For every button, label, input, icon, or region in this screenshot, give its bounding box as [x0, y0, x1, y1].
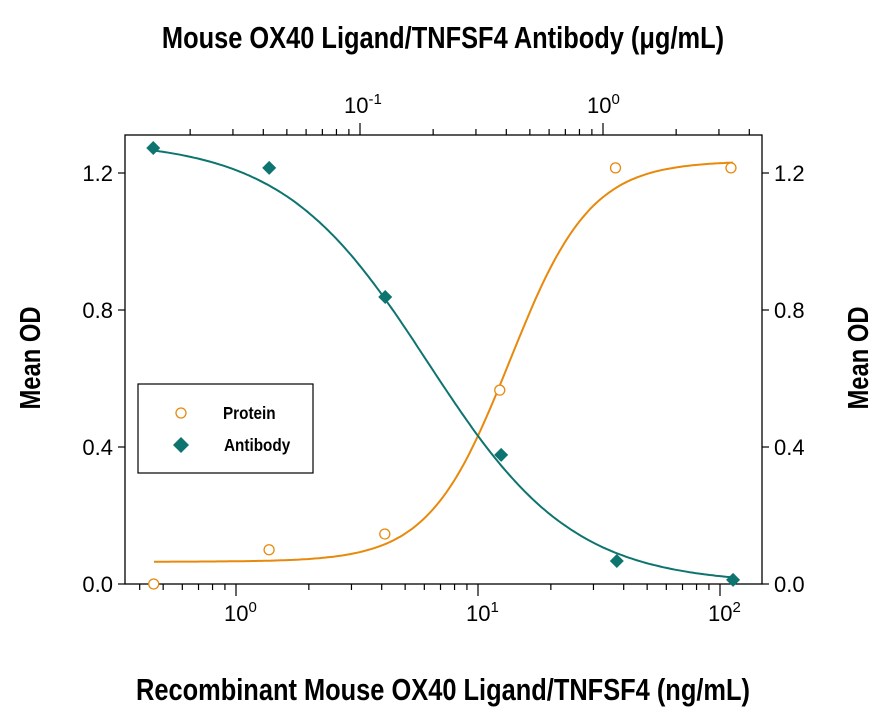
legend: Protein Antibody [137, 383, 314, 474]
protein-fit-curve [154, 161, 734, 563]
legend-marker-protein [175, 407, 187, 419]
antibody-point [146, 140, 161, 155]
x-axis-title: Recombinant Mouse OX40 Ligand/TNFSF4 (ng… [136, 673, 750, 708]
fit-curves [153, 149, 734, 579]
legend-marker-antibody [173, 437, 189, 453]
protein-point [494, 384, 506, 396]
x-tick-label: 102 [708, 599, 741, 626]
x-tick-label: 101 [466, 599, 499, 626]
protein-point [725, 162, 737, 174]
y-axis-title-right: Mean OD [842, 307, 875, 410]
protein-point [379, 528, 391, 540]
plot-frame [124, 134, 763, 585]
x-top-tick-label: 10-1 [344, 91, 382, 118]
x-tick-label: 100 [224, 599, 257, 626]
legend-label-antibody: Antibody [224, 435, 291, 455]
x-top-tick-label: 100 [587, 91, 620, 118]
y-tick-label-right: 0.8 [774, 298, 805, 323]
antibody-point [262, 160, 277, 175]
legend-box [137, 383, 314, 474]
legend-label-protein: Protein [223, 403, 276, 423]
x-top-tick-exponent: -1 [368, 91, 381, 108]
protein-point [609, 162, 622, 174]
plot-border [124, 134, 763, 585]
y-tick-label-right: 0.0 [774, 572, 805, 597]
data-points [146, 140, 741, 590]
antibody-point [609, 554, 624, 569]
top-axis-title: Mouse OX40 Ligand/TNFSF4 Antibody (μg/mL… [162, 21, 724, 56]
y-axis-title-left: Mean OD [14, 307, 47, 410]
antibody-point [378, 289, 393, 304]
y-tick-label-left: 0.8 [82, 298, 113, 323]
antibody-point [494, 447, 509, 462]
y-tick-label-left: 0.0 [82, 572, 113, 597]
y-tick-label-left: 1.2 [82, 161, 113, 186]
y-tick-label-right: 0.4 [774, 435, 805, 460]
protein-point [148, 578, 160, 590]
y-tick-label-right: 1.2 [774, 161, 805, 186]
antibody-point [726, 572, 741, 587]
x-top-tick-exponent: 0 [611, 91, 619, 108]
x-tick-exponent: 0 [248, 599, 256, 616]
protein-point [263, 544, 275, 556]
antibody-fit-curve [153, 149, 734, 579]
x-tick-exponent: 1 [490, 599, 498, 616]
x-tick-exponent: 2 [732, 599, 740, 616]
y-tick-label-left: 0.4 [82, 435, 113, 460]
